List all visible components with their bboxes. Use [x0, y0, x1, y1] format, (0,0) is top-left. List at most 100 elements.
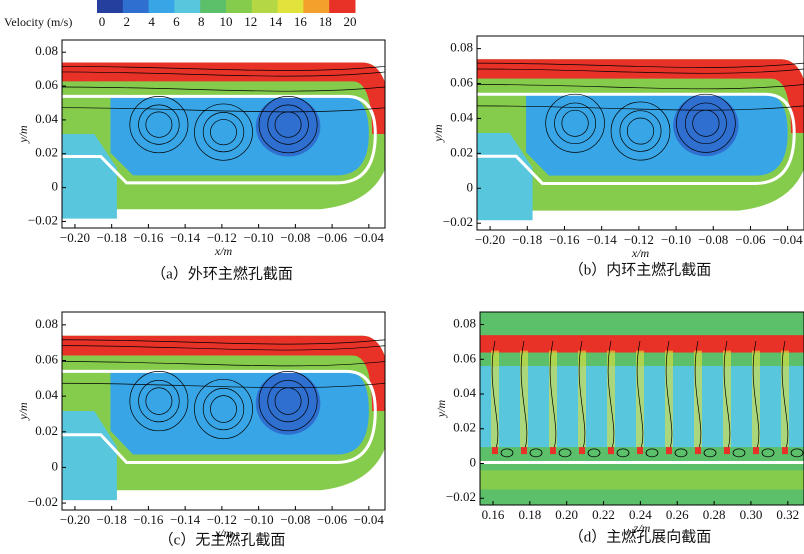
jet: [665, 350, 673, 448]
streamline: [500, 448, 514, 458]
streamline: [62, 65, 385, 71]
y-axis-label: y/m: [16, 125, 30, 144]
streamline: [761, 448, 775, 458]
streamline: [62, 382, 385, 389]
streamline: [732, 448, 746, 458]
streamline: [703, 448, 717, 458]
streamline: [616, 448, 630, 458]
vortex-core: [255, 371, 321, 435]
x-tick-label: 0.32: [776, 507, 799, 522]
hot-spot: [608, 447, 614, 455]
x-tick-label: −0.08: [280, 230, 310, 245]
y-tick-label: 0.08: [450, 40, 473, 55]
streamline: [610, 101, 671, 161]
streamline: [607, 340, 615, 452]
x-tick-label: −0.16: [133, 512, 164, 527]
hot-spot: [637, 447, 643, 455]
streamline: [752, 340, 760, 452]
x-tick-label: 0.16: [482, 507, 505, 522]
streamline: [694, 340, 702, 452]
streamline: [62, 339, 385, 345]
x-tick-label: −0.16: [133, 230, 164, 245]
streamline: [202, 112, 245, 153]
colorbar-swatch: [329, 0, 356, 13]
streamline: [674, 448, 688, 458]
x-tick-label: −0.20: [60, 512, 90, 527]
streamline: [202, 387, 245, 431]
y-tick-label: −0.02: [446, 489, 476, 504]
y-axis-label: y/m: [434, 400, 448, 419]
streamline: [636, 340, 644, 452]
hot-spot: [492, 447, 498, 455]
panel-caption: （d）主燃孔展向截面: [569, 527, 712, 545]
hot-spot: [666, 447, 672, 455]
y-tick-label: 0.02: [35, 423, 58, 438]
y-tick-label: 0: [470, 454, 477, 469]
x-axis-label: z/m: [633, 521, 651, 535]
x-tick-label: −0.14: [587, 232, 618, 247]
y-tick-label: −0.02: [28, 494, 58, 509]
y-tick-label: 0: [52, 458, 59, 473]
streamline: [145, 387, 173, 415]
streamline: [194, 103, 253, 161]
streamline: [62, 345, 385, 351]
hot-spot: [724, 447, 730, 455]
jet: [781, 350, 789, 448]
streamline: [549, 340, 557, 452]
streamline: [587, 448, 601, 458]
colorbar-tick: 20: [344, 14, 357, 29]
hot-band: [477, 59, 804, 133]
hot-band: [480, 335, 804, 353]
hot-spot: [550, 447, 556, 455]
streamline: [267, 104, 309, 145]
streamline: [477, 105, 804, 111]
y-tick-label: 0.06: [453, 350, 476, 365]
streamline: [619, 110, 662, 152]
x-tick-label: −0.20: [60, 230, 90, 245]
x-tick-label: −0.04: [773, 232, 804, 247]
x-tick-label: 0.26: [666, 507, 689, 522]
y-tick-label: −0.02: [443, 214, 473, 229]
jet: [752, 350, 760, 448]
axes-frame: [61, 39, 386, 229]
x-tick-label: −0.04: [354, 512, 385, 527]
jet: [694, 350, 702, 448]
streamline: [676, 93, 736, 153]
streamline: [62, 71, 385, 77]
x-tick-label: −0.12: [207, 512, 237, 527]
hot-band: [62, 335, 385, 411]
x-tick-label: −0.10: [244, 512, 274, 527]
x-tick-label: 0.20: [555, 507, 578, 522]
streamline: [477, 84, 804, 90]
colorbar-tick: 4: [148, 14, 155, 29]
x-axis-label: x/m: [214, 526, 233, 540]
streamline: [258, 371, 318, 432]
lower-band: [480, 470, 804, 490]
y-tick-label: 0.02: [450, 144, 473, 159]
y-tick-label: 0.06: [35, 77, 58, 92]
colorbar-swatch: [122, 0, 150, 13]
streamline: [558, 448, 572, 458]
streamline: [129, 371, 189, 432]
streamline: [138, 104, 180, 145]
colorbar-swatch: [97, 0, 124, 13]
streamline: [62, 361, 385, 367]
hot-spot: [695, 447, 701, 455]
jet: [607, 350, 615, 448]
x-tick-label: −0.08: [280, 512, 310, 527]
x-tick-label: −0.06: [317, 512, 348, 527]
colorbar-label: Velocity (m/s): [4, 15, 72, 29]
colorbar-swatch: [148, 0, 175, 13]
x-tick-label: 0.24: [629, 507, 652, 522]
y-tick-label: 0.08: [453, 316, 476, 331]
liner: [62, 94, 377, 185]
y-axis-label: y/m: [431, 124, 445, 143]
streamline: [578, 340, 586, 452]
colorbar-tick: 6: [173, 14, 180, 29]
x-tick-label: −0.12: [207, 230, 237, 245]
colorbar-swatch: [200, 0, 227, 13]
contour: [480, 312, 804, 505]
contour: [62, 40, 385, 228]
streamline: [62, 86, 385, 92]
